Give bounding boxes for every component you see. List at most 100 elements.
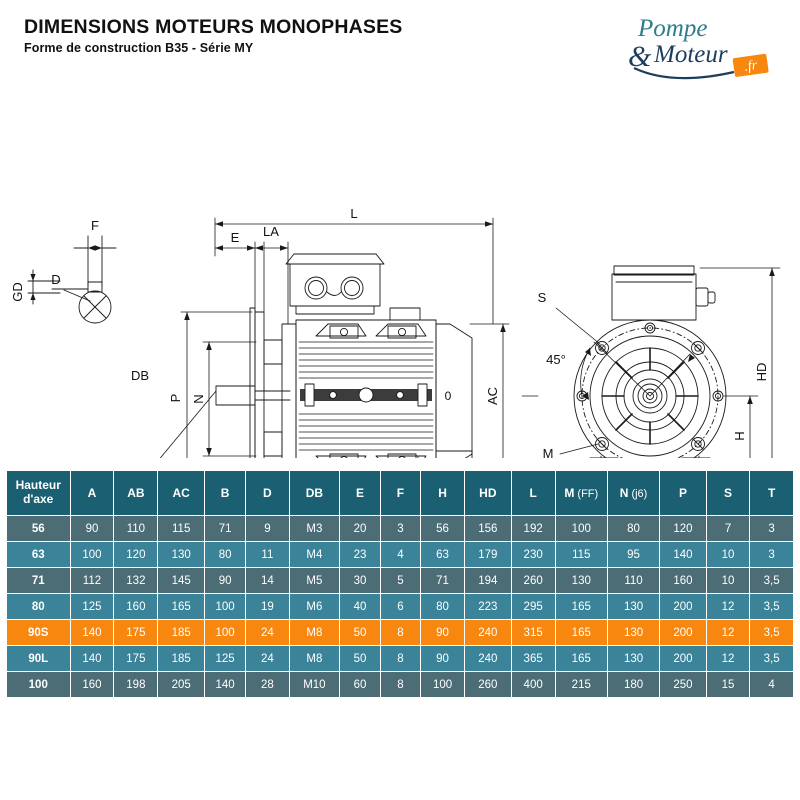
label-f: F — [91, 218, 99, 233]
cell-l: 295 — [511, 594, 555, 619]
logo-word-pompe: Pompe — [637, 15, 707, 42]
table-body: 56 90 110 115 71 9 M3 20 3 56 156 192 100 80 120 7 3 63 10… — [7, 516, 793, 697]
cell-b: 80 — [205, 542, 246, 567]
title-block: DIMENSIONS MOTEURS MONOPHASES Forme de c… — [24, 16, 403, 55]
table-row[interactable]: 56 90 110 115 71 9 M3 20 3 56 156 192 100 80 120 7 3 — [7, 516, 793, 541]
cell-e: 50 — [340, 646, 380, 671]
cell-h: 80 — [421, 594, 464, 619]
front-view-dimensions — [555, 267, 781, 458]
table-col-header-d: D — [246, 471, 289, 515]
table-col-header-m: M (FF) — [555, 471, 607, 515]
label-zero: 0 — [445, 389, 452, 403]
cell-l: 315 — [511, 620, 555, 645]
cell-e: 23 — [340, 542, 380, 567]
cell-e: 60 — [340, 672, 380, 697]
cell-ac: 165 — [158, 594, 205, 619]
side-view — [215, 253, 473, 458]
table-col-header-h: H — [421, 471, 464, 515]
cell-l: 260 — [511, 568, 555, 593]
cell-h: 100 — [421, 672, 464, 697]
cell-b: 100 — [205, 594, 246, 619]
cell-l: 192 — [511, 516, 555, 541]
cell-f: 8 — [380, 646, 421, 671]
label-m: M — [543, 446, 554, 458]
dimensions-table: Hauteur d'axe A AB AC B D DB E F H HD L M (FF) N (j6) P… — [6, 470, 794, 698]
cell-s: 12 — [706, 646, 750, 671]
cell-hd: 223 — [465, 594, 511, 619]
label-e: E — [231, 230, 240, 245]
cell-db: M4 — [289, 542, 340, 567]
cell-b: 100 — [205, 620, 246, 645]
table-row[interactable]: 63 100 120 130 80 11 M4 23 4 63 179 230 115 95 140 10 3 — [7, 542, 793, 567]
cell-s: 12 — [706, 594, 750, 619]
cell-db: M10 — [289, 672, 340, 697]
cell-ac: 205 — [158, 672, 205, 697]
cell-l: 365 — [511, 646, 555, 671]
label-h: H — [732, 431, 747, 440]
cell-axle-height: 90L — [7, 646, 70, 671]
cell-ab: 110 — [114, 516, 158, 541]
cell-n: 80 — [607, 516, 660, 541]
cell-l: 230 — [511, 542, 555, 567]
cell-d: 28 — [246, 672, 289, 697]
table-row[interactable]: 71 112 132 145 90 14 M5 30 5 71 194 260 130 110 160 10 3… — [7, 568, 793, 593]
cell-n: 130 — [607, 646, 660, 671]
cell-d: 24 — [246, 646, 289, 671]
table-row[interactable]: 100 160 198 205 140 28 M10 60 8 100 260 400 215 180 25… — [7, 672, 793, 697]
cell-m: 100 — [555, 516, 607, 541]
label-hd: HD — [754, 363, 769, 382]
cell-axle-height: 63 — [7, 542, 70, 567]
table-row[interactable]: 90L 140 175 185 125 24 M8 50 8 90 240 365 165 130 200 1… — [7, 646, 793, 671]
cell-t: 4 — [750, 672, 793, 697]
cell-axle-height: 90S — [7, 620, 70, 645]
cell-f: 5 — [380, 568, 421, 593]
label-la: LA — [263, 224, 279, 239]
cell-ab: 132 — [114, 568, 158, 593]
cell-s: 12 — [706, 620, 750, 645]
table-row[interactable]: 80 125 160 165 100 19 M6 40 6 80 223 295 165 130 200 12… — [7, 594, 793, 619]
logo-word-moteur: Moteur — [653, 41, 728, 68]
page-title: DIMENSIONS MOTEURS MONOPHASES — [24, 16, 403, 38]
logo-graphic: Pompe & Moteur .fr — [628, 15, 769, 80]
cell-p: 200 — [660, 594, 706, 619]
cell-hd: 179 — [465, 542, 511, 567]
table-header: Hauteur d'axe A AB AC B D DB E F H HD L M (FF) N (j6) P… — [7, 471, 793, 515]
cell-ac: 185 — [158, 646, 205, 671]
brand-logo[interactable]: Pompe & Moteur .fr — [622, 10, 787, 82]
label-s: S — [538, 290, 547, 305]
logo-badge-label: .fr — [743, 58, 758, 75]
table-col-header-t: T — [750, 471, 793, 515]
cell-e: 40 — [340, 594, 380, 619]
cell-p: 160 — [660, 568, 706, 593]
table-row[interactable]: 90S 140 175 185 100 24 M8 50 8 90 240 315 165 130 200 1… — [7, 620, 793, 645]
logo-swoosh — [633, 67, 735, 80]
table-col-header-db: DB — [289, 471, 340, 515]
cell-t: 3 — [750, 516, 793, 541]
cell-e: 20 — [340, 516, 380, 541]
table-col-header-s: S — [706, 471, 750, 515]
cell-db: M8 — [289, 646, 340, 671]
cell-s: 15 — [706, 672, 750, 697]
label-gd: GD — [10, 282, 25, 302]
logo-badge: .fr — [732, 53, 769, 77]
cell-n: 95 — [607, 542, 660, 567]
cell-n: 180 — [607, 672, 660, 697]
table-col-header-b: B — [205, 471, 246, 515]
drawing-svg: GD D F DB P N T E LA L B AC 0 S M 45° HD… — [10, 206, 781, 458]
cell-p: 250 — [660, 672, 706, 697]
cell-p: 200 — [660, 646, 706, 671]
cell-db: M3 — [289, 516, 340, 541]
table-col-header-f: F — [380, 471, 421, 515]
cell-axle-height: 80 — [7, 594, 70, 619]
cell-m: 165 — [555, 620, 607, 645]
keyway-detail — [27, 235, 117, 324]
cell-f: 4 — [380, 542, 421, 567]
cell-b: 140 — [205, 672, 246, 697]
cell-b: 90 — [205, 568, 246, 593]
cell-e: 50 — [340, 620, 380, 645]
cell-a: 140 — [70, 646, 114, 671]
cell-h: 63 — [421, 542, 464, 567]
label-l: L — [350, 206, 357, 221]
cell-m: 115 — [555, 542, 607, 567]
table-col-header-ab: AB — [114, 471, 158, 515]
